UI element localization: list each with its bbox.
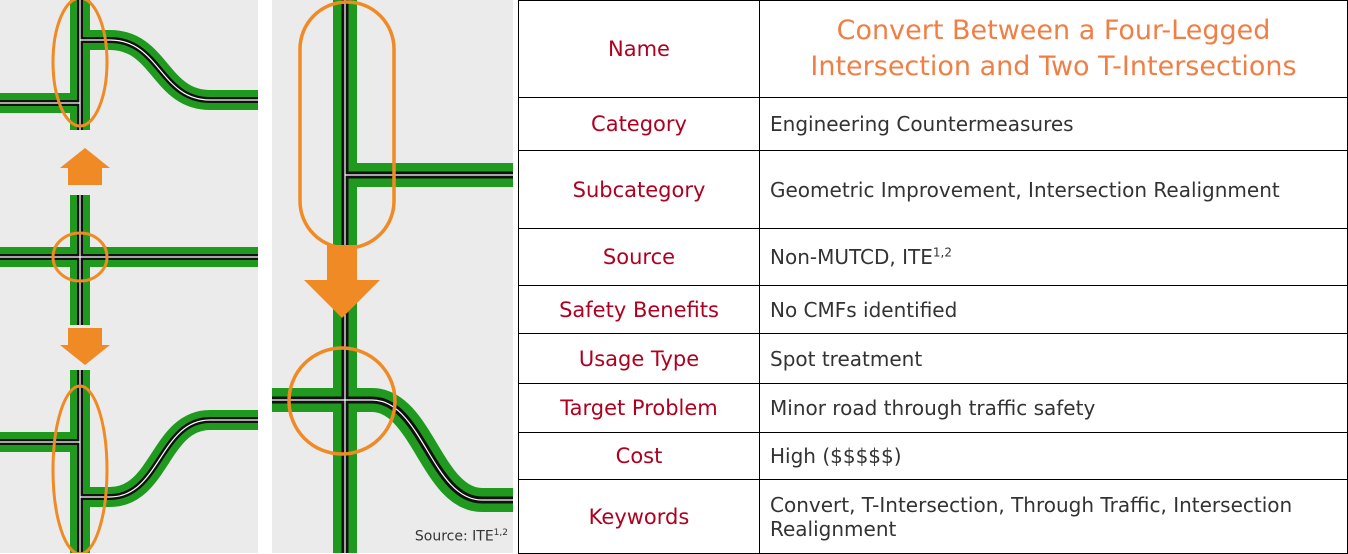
table-row: Target Problem Minor road through traffic… (518, 383, 1348, 433)
value-text: High ($$$$$) (770, 444, 902, 468)
table-row: Keywords Convert, T-Intersection, Through… (518, 479, 1348, 554)
value-sup: 1,2 (932, 245, 952, 260)
diagram-large (272, 0, 513, 553)
diagram-before-after (0, 0, 258, 553)
table-row: Name Convert Between a Four-Legged Inters… (518, 0, 1348, 98)
row-label: Subcategory (518, 150, 760, 229)
row-label: Source (518, 228, 760, 286)
row-label: Cost (518, 432, 760, 480)
row-value: Geometric Improvement, Intersection Real… (759, 150, 1348, 229)
table-row: Usage Type Spot treatment (518, 333, 1348, 384)
info-table: Name Convert Between a Four-Legged Inters… (518, 0, 1348, 554)
value-text: Convert Between a Four-Legged Intersecti… (810, 15, 1297, 82)
value-text: No CMFs identified (770, 297, 958, 322)
value-text: Spot treatment (770, 346, 923, 371)
row-label: Keywords (518, 479, 760, 554)
row-label: Safety Benefits (518, 285, 760, 334)
row-value: Convert Between a Four-Legged Intersecti… (759, 0, 1348, 98)
row-value: High ($$$$$) (759, 432, 1348, 480)
figure-caption: Source: ITE1,2 (272, 528, 508, 545)
row-value: No CMFs identified (759, 285, 1348, 334)
row-value: Non-MUTCD, ITE1,2 (759, 228, 1348, 286)
row-value: Spot treatment (759, 333, 1348, 384)
row-value: Engineering Countermeasures (759, 97, 1348, 151)
caption-text: Source: ITE (414, 528, 494, 545)
row-label: Category (518, 97, 760, 151)
caption-sup: 1,2 (493, 528, 508, 538)
value-text: Geometric Improvement, Intersection Real… (770, 177, 1280, 202)
row-value: Minor road through traffic safety (759, 383, 1348, 433)
row-label: Target Problem (518, 383, 760, 433)
table-row: Category Engineering Countermeasures (518, 97, 1348, 151)
value-text: Minor road through traffic safety (770, 396, 1096, 420)
table-row: Cost High ($$$$$) (518, 432, 1348, 480)
row-label: Name (518, 0, 760, 98)
row-label: Usage Type (518, 333, 760, 384)
value-text: Non-MUTCD, ITE (770, 245, 933, 269)
value-text: Engineering Countermeasures (770, 112, 1074, 136)
row-value: Convert, T-Intersection, Through Traffic… (759, 479, 1348, 554)
table-row: Source Non-MUTCD, ITE1,2 (518, 228, 1348, 286)
table-row: Subcategory Geometric Improvement, Inters… (518, 150, 1348, 229)
table-row: Safety Benefits No CMFs identified (518, 285, 1348, 334)
value-text: Convert, T-Intersection, Through Traffic… (770, 492, 1293, 541)
